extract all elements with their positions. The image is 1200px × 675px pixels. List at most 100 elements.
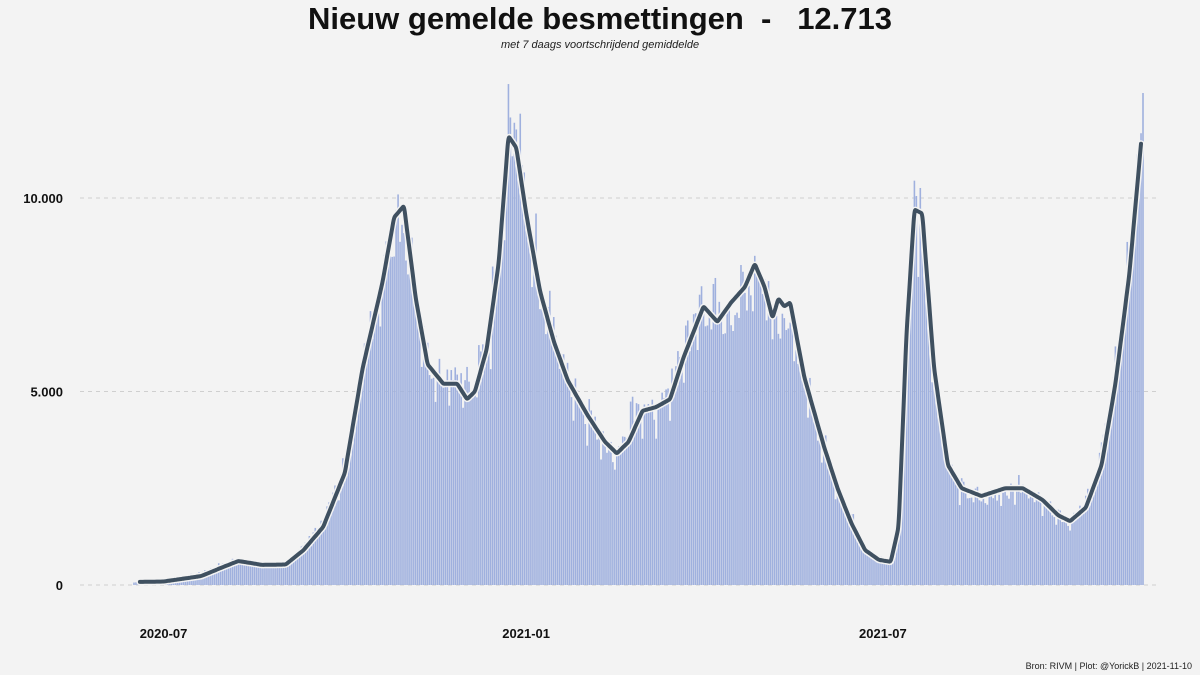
daily-bar: [407, 274, 409, 585]
daily-bar: [951, 464, 953, 585]
daily-bar: [797, 363, 799, 585]
daily-bar: [921, 235, 924, 586]
daily-bar: [1043, 502, 1046, 585]
daily-bar: [282, 565, 285, 585]
daily-bar: [523, 172, 525, 585]
daily-bar: [1022, 484, 1024, 585]
daily-bar: [592, 422, 594, 585]
daily-bar: [476, 397, 478, 585]
daily-bar: [1006, 495, 1008, 585]
daily-bar: [976, 486, 979, 585]
daily-bar: [505, 143, 508, 585]
daily-bar: [353, 406, 356, 585]
daily-bar: [943, 434, 945, 585]
daily-bar: [484, 350, 486, 585]
daily-bar: [281, 562, 283, 585]
daily-bar: [241, 565, 244, 585]
daily-bar: [720, 319, 723, 585]
daily-bar: [328, 502, 330, 585]
daily-bar: [1000, 505, 1002, 585]
daily-bar: [312, 532, 315, 585]
daily-bar: [982, 495, 985, 585]
daily-bar: [1096, 478, 1099, 585]
daily-bar: [641, 438, 644, 585]
source-caption: Bron: RIVM | Plot: @YorickB | 2021-11-10: [1025, 661, 1192, 671]
daily-bar: [273, 564, 275, 585]
daily-bar: [819, 433, 821, 585]
daily-bar: [619, 452, 622, 585]
daily-bar: [807, 417, 809, 585]
daily-bar: [933, 371, 935, 585]
daily-bar: [882, 557, 884, 585]
daily-bar: [391, 256, 393, 585]
daily-bar: [826, 457, 829, 585]
daily-bar: [541, 298, 543, 585]
daily-bar: [537, 273, 539, 585]
daily-bar: [383, 254, 386, 585]
daily-bar: [686, 320, 689, 585]
daily-bar: [564, 372, 567, 585]
daily-bar: [1055, 524, 1058, 585]
daily-bar: [828, 471, 831, 585]
x-tick-label: 2020-07: [140, 626, 188, 641]
daily-bar: [854, 530, 857, 585]
daily-bar: [931, 382, 933, 585]
daily-bar: [379, 326, 382, 585]
daily-bar: [1041, 515, 1044, 585]
daily-bar: [503, 240, 506, 586]
daily-bar: [566, 362, 569, 585]
daily-bar: [817, 440, 819, 585]
daily-bar: [1069, 530, 1071, 585]
daily-bar: [261, 563, 263, 585]
daily-bar: [1092, 483, 1095, 585]
daily-bar: [978, 500, 981, 585]
daily-bar: [310, 546, 313, 585]
daily-bar: [501, 201, 504, 586]
daily-bar: [887, 560, 890, 585]
daily-bar: [679, 357, 681, 585]
daily-bar: [878, 556, 880, 585]
daily-bar: [586, 445, 589, 585]
daily-bar: [767, 281, 770, 585]
daily-bar: [308, 536, 311, 585]
daily-bar: [533, 252, 535, 586]
daily-bar: [411, 237, 413, 585]
daily-bar: [1023, 487, 1026, 585]
daily-bar: [263, 564, 265, 585]
daily-bar: [560, 354, 563, 585]
daily-bar: [614, 469, 616, 585]
daily-bar: [941, 433, 943, 585]
daily-bars: [133, 84, 1144, 586]
daily-bar: [860, 541, 862, 585]
daily-bar: [805, 382, 807, 585]
daily-bar: [551, 334, 553, 585]
daily-bar: [1057, 509, 1060, 585]
y-tick-label: 5.000: [30, 385, 63, 400]
daily-bar: [221, 563, 224, 585]
daily-bar: [239, 560, 242, 585]
daily-bar: [133, 582, 135, 585]
daily-bar: [799, 356, 801, 585]
daily-bar: [1142, 93, 1144, 585]
daily-bar: [206, 570, 208, 585]
daily-bar: [618, 446, 620, 585]
daily-bar: [824, 435, 827, 585]
daily-bar: [233, 560, 236, 585]
daily-bar: [1112, 377, 1115, 585]
daily-bar: [416, 298, 419, 585]
daily-bar: [612, 462, 614, 585]
daily-bar: [584, 424, 587, 585]
daily-bar: [708, 316, 711, 585]
daily-bar: [1120, 339, 1123, 585]
daily-bar: [1098, 452, 1101, 585]
daily-bar: [135, 582, 137, 585]
daily-bar: [1051, 515, 1054, 585]
daily-bar: [856, 532, 859, 585]
daily-bar: [785, 330, 788, 585]
daily-bar: [604, 443, 606, 585]
daily-bar: [332, 492, 334, 585]
daily-bar: [777, 333, 780, 585]
daily-bar: [558, 368, 561, 585]
daily-bar: [306, 543, 309, 585]
daily-bar: [446, 369, 449, 585]
